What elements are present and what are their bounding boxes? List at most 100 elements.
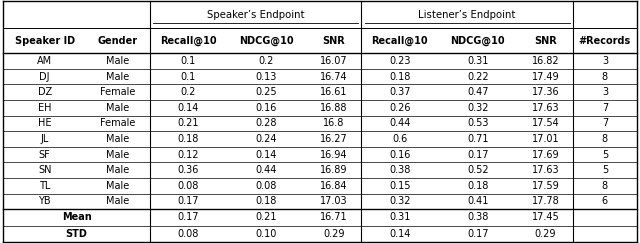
Text: 0.1: 0.1	[180, 72, 196, 82]
Text: 0.08: 0.08	[177, 229, 199, 239]
Text: 8: 8	[602, 134, 608, 144]
Text: AM: AM	[37, 56, 52, 66]
Text: 0.17: 0.17	[467, 229, 488, 239]
Text: Recall@10: Recall@10	[371, 36, 428, 46]
Text: Female: Female	[100, 87, 136, 97]
Text: 0.18: 0.18	[255, 197, 277, 207]
Text: 0.14: 0.14	[389, 229, 410, 239]
Text: 17.36: 17.36	[532, 87, 559, 97]
Text: Male: Male	[106, 134, 130, 144]
Text: 0.2: 0.2	[180, 87, 196, 97]
Text: 0.28: 0.28	[255, 118, 277, 129]
Text: 16.07: 16.07	[320, 56, 348, 66]
Text: 0.36: 0.36	[177, 165, 199, 175]
Text: 0.18: 0.18	[177, 134, 199, 144]
Text: Female: Female	[100, 118, 136, 129]
Text: Listener’s Endpoint: Listener’s Endpoint	[419, 10, 516, 20]
Text: 0.21: 0.21	[177, 118, 199, 129]
Text: 5: 5	[602, 150, 608, 160]
Text: 0.37: 0.37	[389, 87, 410, 97]
Text: 0.17: 0.17	[177, 197, 199, 207]
Text: 0.44: 0.44	[255, 165, 277, 175]
Text: 3: 3	[602, 87, 608, 97]
Text: 0.29: 0.29	[323, 229, 344, 239]
Text: 0.24: 0.24	[255, 134, 277, 144]
Text: 16.27: 16.27	[320, 134, 348, 144]
Text: Male: Male	[106, 181, 130, 191]
Text: YB: YB	[38, 197, 51, 207]
Text: STD: STD	[66, 229, 88, 239]
Text: Male: Male	[106, 165, 130, 175]
Text: 5: 5	[602, 165, 608, 175]
Text: 0.31: 0.31	[467, 56, 488, 66]
Text: Male: Male	[106, 72, 130, 82]
Text: 17.45: 17.45	[531, 212, 559, 222]
Text: 16.74: 16.74	[320, 72, 348, 82]
Text: Gender: Gender	[98, 36, 138, 46]
Text: 0.29: 0.29	[534, 229, 556, 239]
Text: 0.44: 0.44	[389, 118, 410, 129]
Text: 17.69: 17.69	[532, 150, 559, 160]
Text: 0.15: 0.15	[389, 181, 410, 191]
Text: DJ: DJ	[40, 72, 50, 82]
Text: 16.8: 16.8	[323, 118, 344, 129]
Text: 17.63: 17.63	[532, 165, 559, 175]
Text: Male: Male	[106, 56, 130, 66]
Text: 7: 7	[602, 103, 608, 113]
Text: 0.1: 0.1	[180, 56, 196, 66]
Text: 0.6: 0.6	[392, 134, 407, 144]
Text: Speaker’s Endpoint: Speaker’s Endpoint	[207, 10, 305, 20]
Text: EH: EH	[38, 103, 51, 113]
Text: 0.14: 0.14	[177, 103, 199, 113]
Text: 0.12: 0.12	[177, 150, 199, 160]
Text: Mean: Mean	[61, 212, 92, 222]
Text: 17.63: 17.63	[532, 103, 559, 113]
Text: 8: 8	[602, 181, 608, 191]
Text: SF: SF	[39, 150, 51, 160]
Text: 0.17: 0.17	[467, 150, 488, 160]
Text: Speaker ID: Speaker ID	[15, 36, 75, 46]
Text: 0.08: 0.08	[177, 181, 199, 191]
Text: 0.31: 0.31	[389, 212, 410, 222]
Text: NDCG@10: NDCG@10	[451, 36, 505, 46]
Text: DZ: DZ	[38, 87, 52, 97]
Text: 17.03: 17.03	[320, 197, 348, 207]
Text: 0.26: 0.26	[389, 103, 410, 113]
Text: 8: 8	[602, 72, 608, 82]
Text: TL: TL	[39, 181, 51, 191]
Text: 0.38: 0.38	[389, 165, 410, 175]
Text: 7: 7	[602, 118, 608, 129]
Text: Recall@10: Recall@10	[160, 36, 216, 46]
Text: 0.16: 0.16	[389, 150, 410, 160]
Text: 16.71: 16.71	[320, 212, 348, 222]
Text: 0.52: 0.52	[467, 165, 489, 175]
Text: 0.25: 0.25	[255, 87, 277, 97]
Text: 16.89: 16.89	[320, 165, 348, 175]
Text: 16.88: 16.88	[320, 103, 348, 113]
Text: 17.78: 17.78	[531, 197, 559, 207]
Text: 0.2: 0.2	[259, 56, 274, 66]
Text: 16.61: 16.61	[320, 87, 348, 97]
Text: SN: SN	[38, 165, 51, 175]
Text: 17.01: 17.01	[532, 134, 559, 144]
Text: HE: HE	[38, 118, 51, 129]
Text: 17.49: 17.49	[532, 72, 559, 82]
Text: 16.82: 16.82	[532, 56, 559, 66]
Text: 0.14: 0.14	[255, 150, 277, 160]
Text: 0.16: 0.16	[255, 103, 277, 113]
Text: NDCG@10: NDCG@10	[239, 36, 294, 46]
Text: 3: 3	[602, 56, 608, 66]
Text: 6: 6	[602, 197, 608, 207]
Text: 0.71: 0.71	[467, 134, 488, 144]
Text: JL: JL	[40, 134, 49, 144]
Text: 0.53: 0.53	[467, 118, 488, 129]
Text: 17.54: 17.54	[531, 118, 559, 129]
Text: 0.18: 0.18	[389, 72, 410, 82]
Text: 0.08: 0.08	[255, 181, 277, 191]
Text: 0.21: 0.21	[255, 212, 277, 222]
Text: 0.17: 0.17	[177, 212, 199, 222]
Text: 0.32: 0.32	[389, 197, 410, 207]
Text: 16.94: 16.94	[320, 150, 348, 160]
Text: 0.13: 0.13	[255, 72, 277, 82]
Text: Male: Male	[106, 197, 130, 207]
